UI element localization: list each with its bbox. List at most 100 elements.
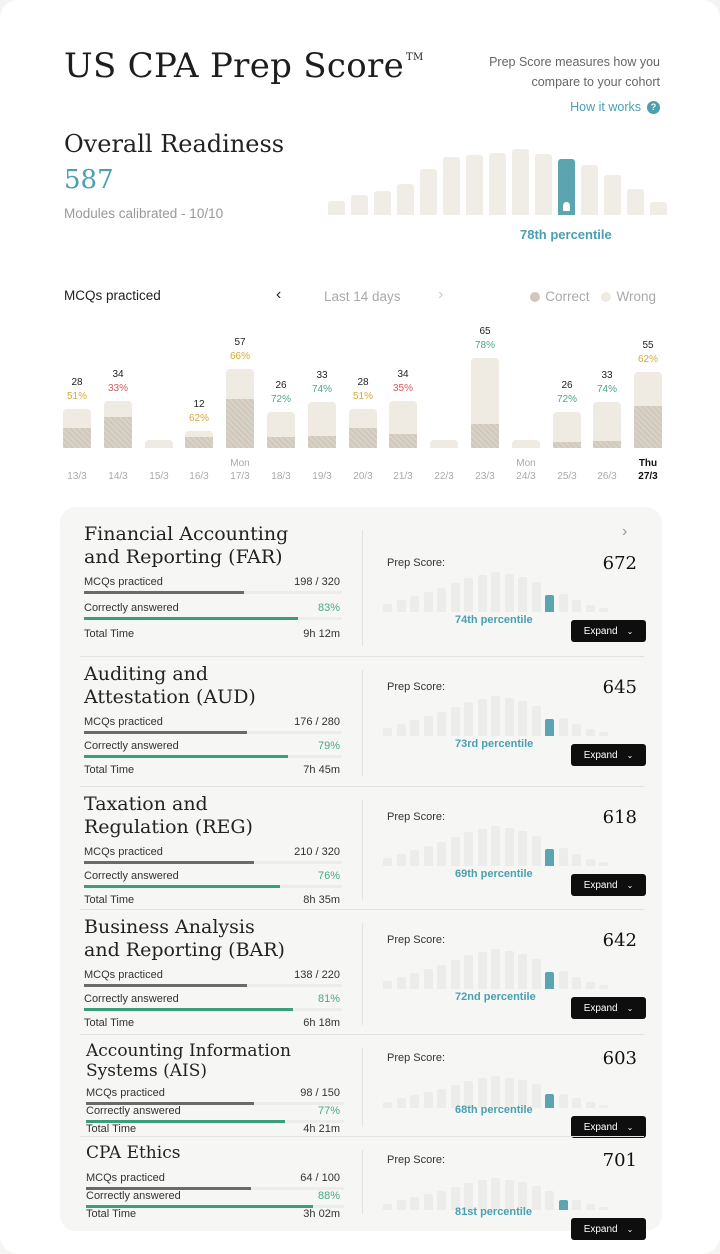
- expand-button[interactable]: Expand ⌄: [571, 1218, 646, 1240]
- module-percentile: 81st percentile: [455, 1206, 533, 1218]
- distribution-bar: [535, 154, 552, 215]
- mcqs-practiced-value: 176 / 280: [294, 716, 340, 728]
- module-title-line: Attestation (AUD): [84, 686, 256, 708]
- distribution-bar: [396, 1098, 406, 1108]
- module-title-line: Regulation (REG): [84, 816, 253, 838]
- distribution-bar: [558, 718, 568, 736]
- distribution-bar: [477, 1180, 487, 1210]
- cohort-distribution-chart: [328, 140, 670, 215]
- distribution-bar: [396, 854, 406, 866]
- day-bar: [104, 401, 132, 448]
- day-column[interactable]: 51% 28: [349, 320, 377, 448]
- day-column[interactable]: 51% 28: [63, 320, 91, 448]
- previous-period-button[interactable]: ‹: [276, 286, 282, 303]
- day-accuracy: 35%: [392, 383, 413, 394]
- distribution-bar: [397, 184, 414, 215]
- day-accuracy: 74%: [596, 384, 617, 395]
- distribution-bar: [581, 165, 598, 215]
- help-icon: ?: [647, 100, 660, 114]
- weekday-label: [547, 458, 587, 471]
- chevron-down-icon: ⌄: [626, 750, 634, 760]
- weekday-label: [139, 458, 179, 471]
- day-column[interactable]: 74% 33: [308, 320, 336, 448]
- correctly-answered-value: 88%: [317, 1190, 340, 1202]
- distribution-bar: [410, 850, 419, 866]
- user-position-bar: [545, 972, 554, 989]
- weekday-label: [424, 458, 464, 471]
- correct-segment: [389, 434, 417, 448]
- module-divider: [362, 923, 363, 1025]
- day-column[interactable]: 72% 26: [267, 320, 295, 448]
- module-title-line: Accounting Information: [86, 1041, 291, 1061]
- correctly-answered-label: Correctly answered: [84, 602, 179, 614]
- distribution-bar: [599, 608, 608, 612]
- expand-button[interactable]: Expand ⌄: [571, 997, 646, 1019]
- mcqs-practiced-value: 198 / 320: [294, 576, 340, 588]
- distribution-bar: [477, 1078, 487, 1108]
- panel-chevron-icon[interactable]: ›: [622, 523, 628, 540]
- day-column[interactable]: 62% 55: [634, 320, 662, 448]
- distribution-bar: [504, 1078, 514, 1108]
- module-percentile: 74th percentile: [455, 614, 533, 626]
- chevron-down-icon: ⌄: [626, 880, 634, 890]
- day-column[interactable]: 74% 33: [593, 320, 621, 448]
- module-card: Business Analysis and Reporting (BAR) MCQs…: [60, 913, 662, 1037]
- day-bar: [634, 372, 662, 448]
- expand-button[interactable]: Expand ⌄: [571, 620, 646, 642]
- expand-button[interactable]: Expand ⌄: [571, 1116, 646, 1138]
- prep-score-value: 701: [602, 1150, 637, 1171]
- wrong-swatch-icon: [601, 292, 612, 302]
- module-percentile: 69th percentile: [455, 868, 533, 880]
- prep-score-label: Prep Score:: [387, 811, 446, 823]
- correct-segment: [226, 399, 254, 448]
- distribution-bar: [464, 1081, 473, 1108]
- distribution-bar: [599, 862, 608, 866]
- day-column[interactable]: 66% 57: [226, 320, 254, 448]
- correct-segment: [63, 428, 91, 448]
- day-column[interactable]: [512, 320, 540, 448]
- day-column[interactable]: 78% 65: [471, 320, 499, 448]
- correctly-answered-progress-fill: [84, 885, 280, 888]
- distribution-bar: [437, 712, 446, 736]
- day-column[interactable]: [145, 320, 173, 448]
- expand-button[interactable]: Expand ⌄: [571, 744, 646, 766]
- distribution-bar: [477, 952, 487, 989]
- day-column[interactable]: 62% 12: [185, 320, 213, 448]
- day-column[interactable]: [430, 320, 458, 448]
- day-label: 15/3: [139, 458, 179, 482]
- mcqs-practiced-label: MCQs practiced: [86, 1172, 165, 1184]
- module-divider: [362, 670, 363, 776]
- distribution-bar: [650, 202, 667, 215]
- day-accuracy: 78%: [474, 340, 495, 351]
- day-count: 57: [234, 337, 246, 348]
- distribution-bar: [558, 1094, 568, 1108]
- correctly-answered-progress: [86, 1120, 344, 1123]
- module-card: Taxation and Regulation (REG) MCQs practic…: [60, 790, 662, 912]
- correctly-answered-value: 83%: [317, 602, 340, 614]
- distribution-bar: [599, 1207, 608, 1210]
- user-position-bar: [545, 1094, 554, 1108]
- mcqs-practiced-label: MCQs practiced: [84, 576, 163, 588]
- module-title: Auditing and Attestation (AUD): [84, 663, 256, 709]
- distribution-bar: [599, 985, 608, 989]
- how-it-works-link[interactable]: How it works ?: [570, 100, 660, 114]
- expand-label: Expand: [583, 1223, 618, 1235]
- day-accuracy: 51%: [66, 391, 87, 402]
- day-count: 28: [357, 377, 369, 388]
- distribution-bar: [423, 1092, 433, 1108]
- module-separator: [80, 909, 644, 910]
- expand-button[interactable]: Expand ⌄: [571, 874, 646, 896]
- expand-label: Expand: [583, 625, 618, 637]
- day-column[interactable]: 35% 34: [389, 320, 417, 448]
- total-time-value: 4h 21m: [303, 1123, 340, 1135]
- distribution-bar: [531, 959, 541, 989]
- day-accuracy: 66%: [229, 351, 250, 362]
- day-bar: [185, 431, 213, 448]
- correct-segment: [349, 428, 377, 448]
- next-period-button[interactable]: ›: [438, 286, 444, 303]
- user-position-bar: [558, 1200, 568, 1210]
- distribution-bar: [423, 846, 433, 866]
- day-count: 34: [397, 369, 409, 380]
- day-column[interactable]: 72% 26: [553, 320, 581, 448]
- day-column[interactable]: 33% 34: [104, 320, 132, 448]
